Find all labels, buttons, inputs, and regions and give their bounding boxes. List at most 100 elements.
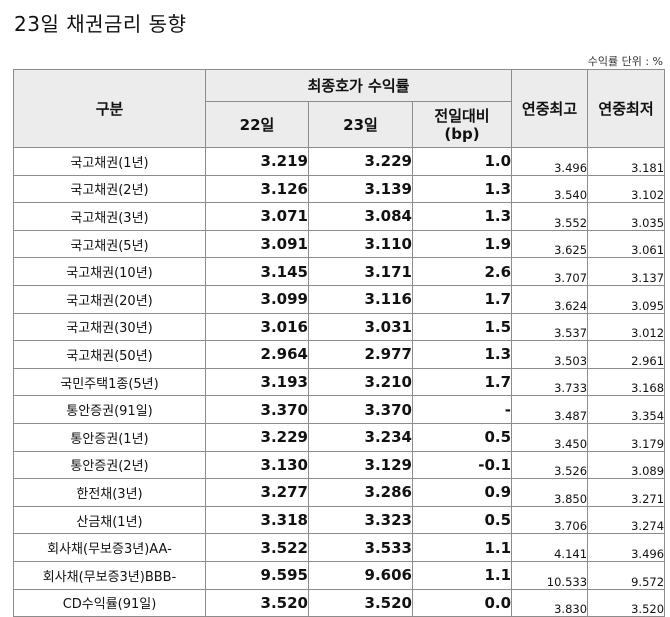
cell-name: 국고채권(30년) [13,312,206,342]
cell-year-high: 3.733 [511,367,589,397]
cell-day23: 3.520 [308,588,413,617]
header-day22: 22일 [205,101,309,148]
cell-year-low: 3.012 [587,312,666,342]
cell-day23: 3.116 [308,284,413,314]
cell-day22: 3.370 [205,395,309,424]
table-body: 국고채권(1년) 3.219 3.229 1.0 3.496 3.181 국고채권(2년) 3… [13,147,666,617]
cell-year-low: 3.168 [587,367,666,397]
cell-year-low: 2.961 [587,340,666,369]
table-row: 국민주택1종(5년) 3.193 3.210 1.7 3.733 3.168 [13,367,666,397]
cell-year-high: 3.450 [511,422,589,452]
header-year-high: 연중최고 [511,69,589,148]
cell-name: 국고채권(2년) [13,174,206,204]
cell-name: 산금채(1년) [13,505,206,535]
cell-year-high: 3.850 [511,478,589,507]
cell-year-low: 3.520 [587,588,666,617]
unit-note: 수익률 단위 : % [587,55,663,68]
cell-day23: 3.139 [308,174,413,204]
table-row: 국고채권(3년) 3.071 3.084 1.3 3.552 3.035 [13,202,666,231]
cell-change: 1.7 [411,367,513,397]
cell-year-high: 3.487 [511,395,589,424]
cell-day23: 3.110 [308,229,413,259]
cell-day23: 3.229 [308,147,413,176]
cell-change: - [411,395,513,424]
cell-year-high: 3.540 [511,174,589,204]
table-row: 산금채(1년) 3.318 3.323 0.5 3.706 3.274 [13,505,666,535]
cell-change: 1.1 [411,560,513,590]
cell-change: 0.5 [411,505,513,535]
cell-day22: 3.277 [205,478,309,507]
cell-day23: 3.129 [308,450,413,480]
cell-change: 0.5 [411,422,513,452]
cell-day22: 2.964 [205,340,309,369]
table-row: 국고채권(5년) 3.091 3.110 1.9 3.625 3.061 [13,229,666,259]
table-row: 국고채권(20년) 3.099 3.116 1.7 3.624 3.095 [13,284,666,314]
cell-year-low: 3.035 [587,202,666,231]
cell-year-low: 9.572 [587,560,666,590]
cell-change: 1.7 [411,284,513,314]
table-row: 한전채(3년) 3.277 3.286 0.9 3.850 3.271 [13,478,666,507]
cell-day22: 3.016 [205,312,309,342]
cell-year-high: 3.707 [511,257,589,286]
cell-day23: 3.210 [308,367,413,397]
cell-year-high: 3.526 [511,450,589,480]
cell-day23: 3.286 [308,478,413,507]
cell-name: 통안증권(2년) [13,450,206,480]
table-row: 국고채권(10년) 3.145 3.171 2.6 3.707 3.137 [13,257,666,286]
cell-day22: 3.318 [205,505,309,535]
cell-year-high: 3.503 [511,340,589,369]
cell-year-high: 3.706 [511,505,589,535]
cell-change: 0.9 [411,478,513,507]
table-row: 국고채권(2년) 3.126 3.139 1.3 3.540 3.102 [13,174,666,204]
header-closing-yield: 최종호가 수익률 [204,69,513,102]
cell-year-high: 3.624 [511,284,589,314]
cell-day23: 2.977 [308,340,413,369]
cell-year-low: 3.095 [587,284,666,314]
cell-year-high: 3.625 [511,229,589,259]
cell-change: -0.1 [411,450,513,480]
cell-year-high: 3.552 [511,202,589,231]
cell-day23: 3.323 [308,505,413,535]
cell-name: 국고채권(1년) [13,147,206,176]
table-row: 통안증권(2년) 3.130 3.129 -0.1 3.526 3.089 [13,450,666,480]
table-row: 회사채(무보증3년)AA- 3.522 3.533 1.1 4.141 3.496 [13,533,666,562]
cell-day22: 3.193 [205,367,309,397]
cell-change: 1.9 [411,229,513,259]
cell-year-high: 3.830 [511,588,589,617]
cell-name: 국고채권(50년) [13,340,206,369]
cell-year-low: 3.089 [587,450,666,480]
cell-day22: 9.595 [205,560,309,590]
cell-year-high: 3.496 [511,147,589,176]
cell-change: 0.0 [411,588,513,617]
cell-name: 국고채권(10년) [13,257,206,286]
cell-change: 1.0 [411,147,513,176]
cell-name: 국고채권(20년) [13,284,206,314]
cell-day22: 3.130 [205,450,309,480]
header-row-top: 구분 최종호가 수익률 연중최고 연중최저 [13,69,666,148]
table-row: 회사채(무보증3년)BBB- 9.595 9.606 1.1 10.533 9.572 [13,560,666,590]
page-title: 23일 채권금리 동향 [14,12,187,36]
header-change-unit: (bp) [444,124,480,143]
header-change-label: 전일대비 [434,106,490,125]
cell-day23: 3.370 [308,395,413,424]
cell-day23: 3.171 [308,257,413,286]
cell-year-low: 3.354 [587,395,666,424]
cell-name: 통안증권(1년) [13,422,206,452]
cell-day22: 3.126 [205,174,309,204]
header-day23: 23일 [308,101,413,148]
cell-name: 회사채(무보증3년)BBB- [13,560,206,590]
cell-change: 2.6 [411,257,513,286]
cell-change: 1.3 [411,174,513,204]
cell-day22: 3.091 [205,229,309,259]
cell-year-low: 3.061 [587,229,666,259]
cell-day23: 3.234 [308,422,413,452]
cell-day23: 3.084 [308,202,413,231]
cell-name: 국고채권(5년) [13,229,206,259]
cell-change: 1.1 [411,533,513,562]
cell-year-high: 10.533 [511,560,589,590]
table-row: CD수익률(91일) 3.520 3.520 0.0 3.830 3.520 [13,588,666,617]
cell-change: 1.3 [411,202,513,231]
cell-year-high: 3.537 [511,312,589,342]
cell-day23: 3.031 [308,312,413,342]
bond-yield-table: 구분 최종호가 수익률 연중최고 연중최저 22일 23일 전일대비 (bp) … [13,69,666,617]
